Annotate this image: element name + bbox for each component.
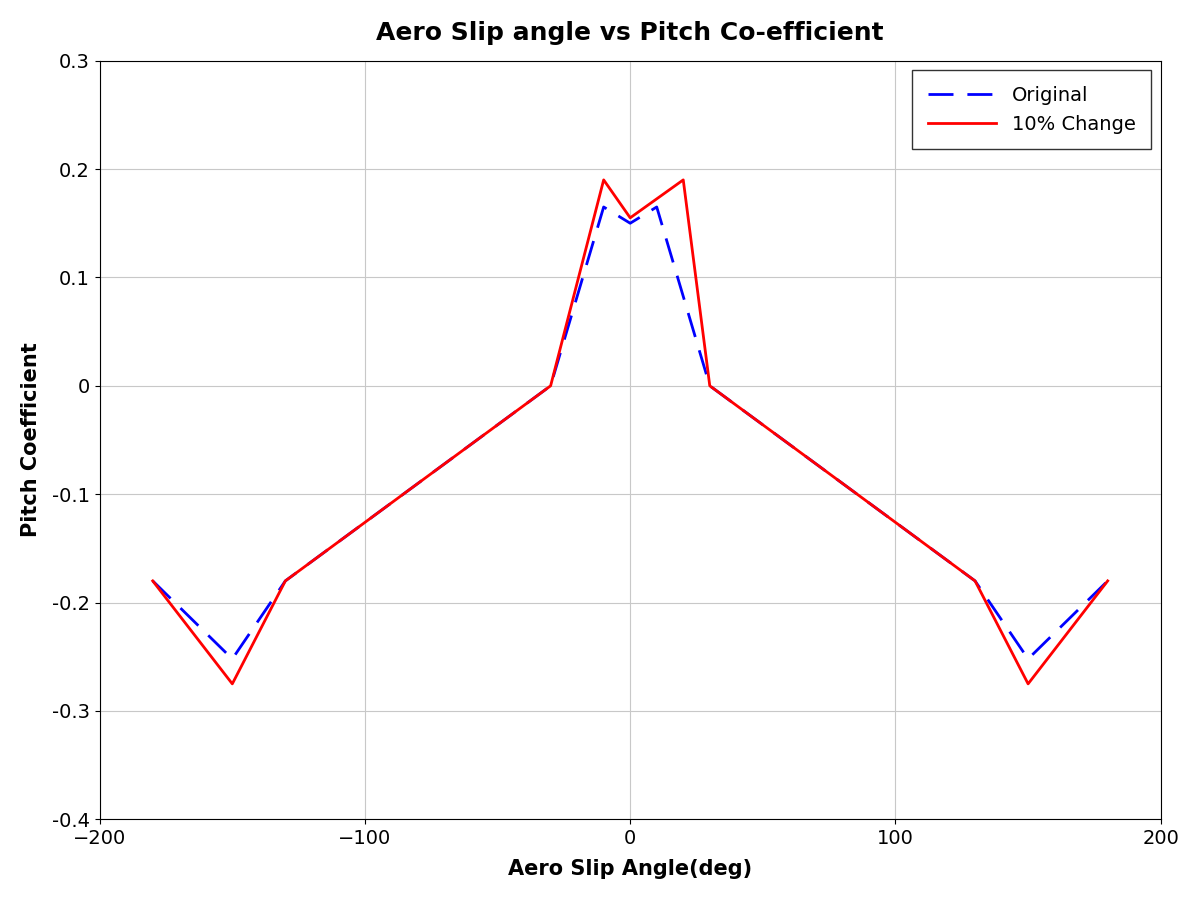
Original [544, 381, 558, 392]
Original [278, 575, 293, 586]
10% Change [676, 175, 690, 185]
Title: Aero Slip angle vs Pitch Co-efficient: Aero Slip angle vs Pitch Co-efficient [377, 21, 884, 45]
Original [702, 381, 716, 392]
10% Change [544, 381, 558, 392]
Original [145, 575, 160, 586]
Original [596, 202, 611, 212]
10% Change [623, 212, 637, 223]
Original [1100, 575, 1115, 586]
10% Change [1100, 575, 1115, 586]
10% Change [1021, 679, 1036, 689]
Original [649, 202, 664, 212]
10% Change [596, 175, 611, 185]
10% Change [226, 679, 240, 689]
Original [968, 575, 983, 586]
10% Change [702, 381, 716, 392]
10% Change [968, 575, 983, 586]
X-axis label: Aero Slip Angle(deg): Aero Slip Angle(deg) [508, 860, 752, 879]
Original [623, 218, 637, 229]
10% Change [278, 575, 293, 586]
Legend: Original, 10% Change: Original, 10% Change [912, 70, 1151, 149]
Line: Original: Original [152, 207, 1108, 659]
Line: 10% Change: 10% Change [152, 180, 1108, 684]
Y-axis label: Pitch Coefficient: Pitch Coefficient [20, 343, 41, 537]
10% Change [145, 575, 160, 586]
Original [1021, 653, 1036, 664]
Original [226, 653, 240, 664]
